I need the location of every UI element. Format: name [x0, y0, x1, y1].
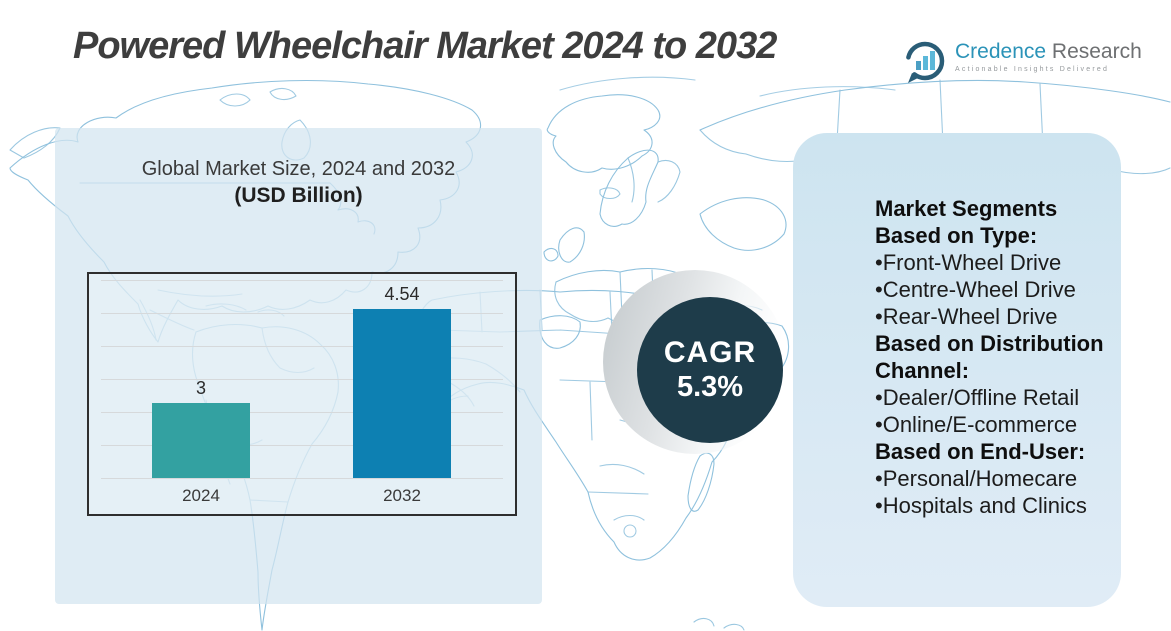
segment-line-bullet: •Personal/Homecare	[875, 466, 1078, 491]
segment-line-header: Based on Distribution Channel:	[875, 331, 1104, 383]
segment-line-bullet: •Front-Wheel Drive	[875, 250, 1062, 275]
category-label: 2024	[182, 486, 220, 505]
segment-line-bullet: •Hospitals and Clinics	[875, 493, 1087, 518]
bar-2032	[353, 309, 451, 478]
chart-gridline	[101, 445, 503, 446]
chart-gridline	[101, 412, 503, 413]
chart-plot: 3 2024 4.54 2032	[89, 274, 515, 514]
segment-line-bullet: •Centre-Wheel Drive	[875, 277, 1076, 302]
chart-panel: Global Market Size, 2024 and 2032 (USD B…	[55, 128, 542, 604]
page-title: Powered Wheelchair Market 2024 to 2032	[73, 25, 777, 67]
bar-2024	[152, 403, 250, 478]
brand-logo: Credence Research Actionable Insights De…	[903, 40, 1142, 86]
chart-gridline	[101, 313, 503, 314]
chart-subtitle: (USD Billion)	[234, 184, 363, 207]
category-label: 2032	[383, 486, 421, 505]
value-label: 4.54	[384, 284, 420, 304]
cagr-badge: CAGR 5.3%	[637, 297, 783, 443]
chart-gridline	[101, 280, 503, 281]
segment-line-bullet: •Rear-Wheel Drive	[875, 304, 1058, 329]
value-label: 3	[195, 378, 206, 398]
bar-chart-bubble-icon	[905, 41, 945, 83]
chart-gridline	[101, 478, 503, 479]
brand-name-secondary: Research	[1051, 40, 1142, 63]
segments-panel: Market Segments Based on Type: •Front-Whee…	[793, 133, 1121, 607]
segment-line-bullet: •Dealer/Offline Retail	[875, 385, 1080, 410]
segment-line-header: Based on End-User:	[875, 439, 1086, 464]
cagr-value: 5.3%	[676, 371, 744, 403]
chart-gridline	[101, 379, 503, 380]
cagr-label: CAGR	[663, 336, 757, 369]
chart-title: Global Market Size, 2024 and 2032	[141, 158, 456, 180]
brand-text: Credence Research Actionable Insights De…	[955, 40, 1142, 73]
bar-chart: 3 2024 4.54 2032	[87, 272, 517, 516]
brand-tagline: Actionable Insights Delivered	[955, 66, 1110, 73]
segment-line-header: Based on Type:	[875, 223, 1038, 248]
segment-line-bullet: •Online/E-commerce	[875, 412, 1078, 437]
segments-list: Market Segments Based on Type: •Front-Whee…	[875, 195, 1115, 519]
brand-name-primary: Credence	[955, 40, 1047, 63]
chart-gridline	[101, 346, 503, 347]
segment-line-header: Market Segments	[875, 196, 1058, 221]
